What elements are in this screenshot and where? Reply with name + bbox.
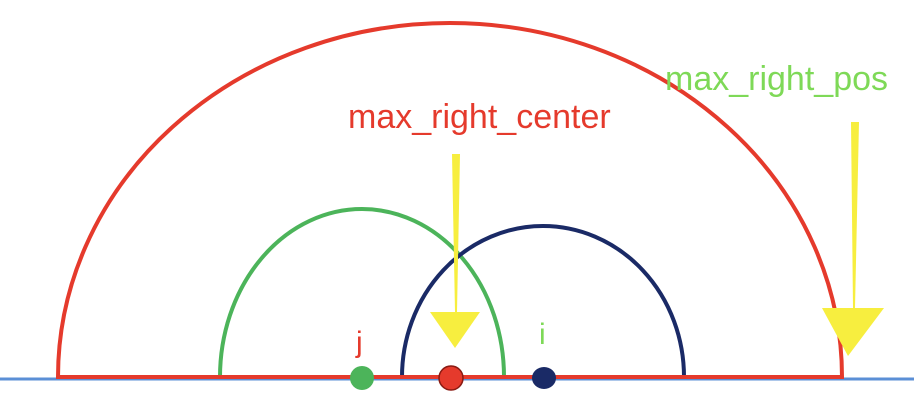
max-right-center-arrow	[430, 154, 480, 348]
point-j	[350, 366, 374, 390]
j-semicircle	[218, 207, 506, 378]
i-semicircle	[400, 224, 686, 378]
i-label: i	[539, 318, 546, 351]
point-max-right-center	[438, 365, 464, 391]
j-label: j	[355, 326, 363, 359]
max-range-semicircle	[55, 21, 845, 379]
max-right-pos-label: max_right_pos	[665, 60, 888, 98]
max-right-pos-arrow	[822, 122, 884, 356]
point-i	[532, 367, 556, 389]
max-right-center-label: max_right_center	[348, 98, 611, 136]
